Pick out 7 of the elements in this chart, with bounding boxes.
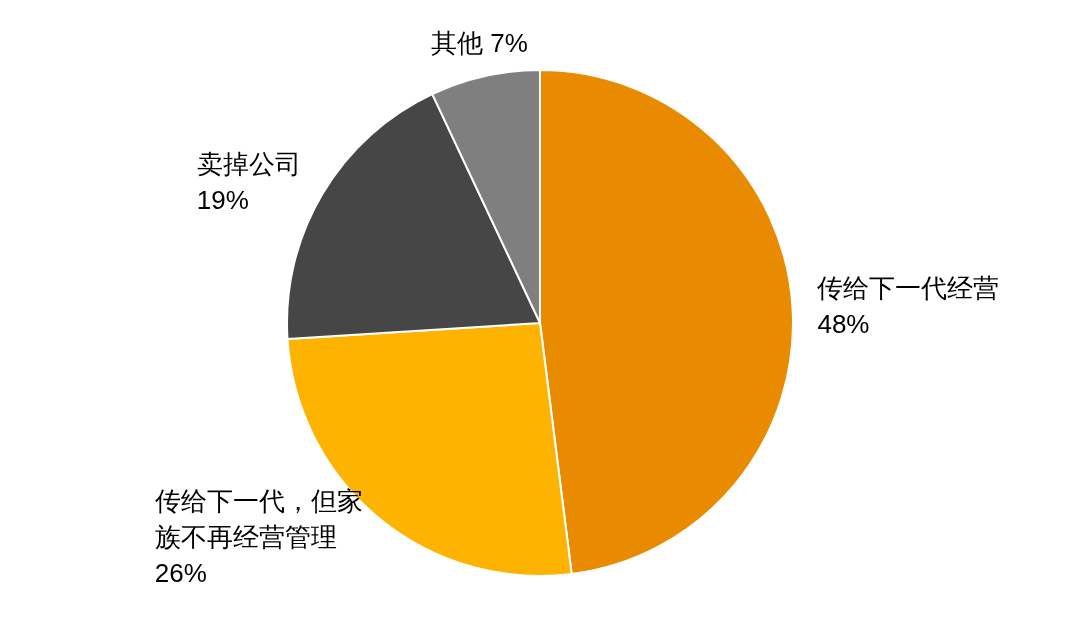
slice-label: 卖掉公司 <box>196 148 301 179</box>
data-label: 26% <box>154 558 207 589</box>
slice-label: 传给下一代，但家族不再经营管理 <box>154 486 363 553</box>
data-label: 19% <box>196 184 249 215</box>
slice-label: 其他 7% <box>430 27 528 58</box>
slice-label: 传给下一代经营 <box>817 272 1000 303</box>
data-label: 48% <box>817 308 870 339</box>
